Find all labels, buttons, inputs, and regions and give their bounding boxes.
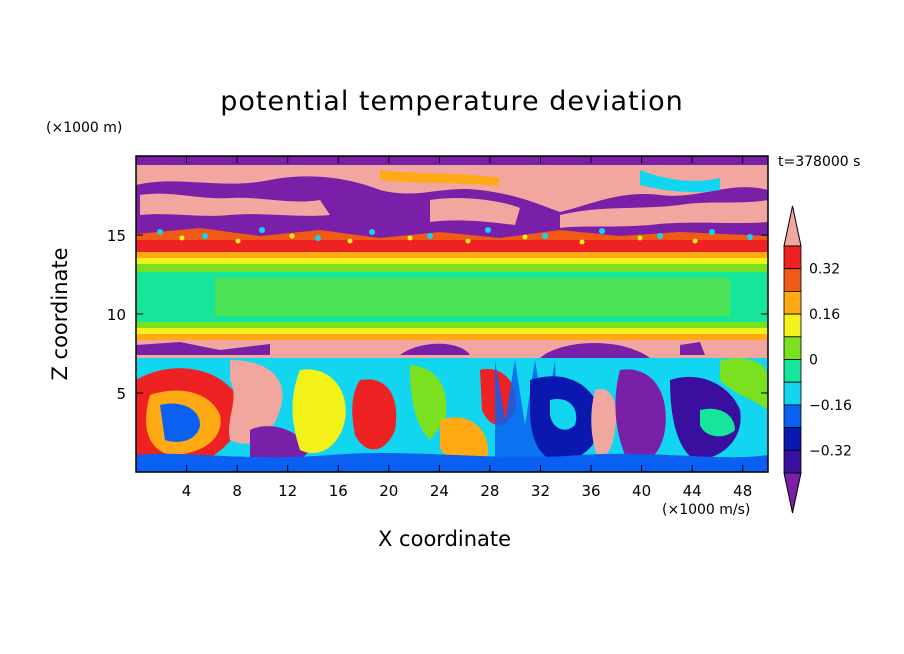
time-label: t=378000 s xyxy=(778,154,861,170)
x-tick-label: 4 xyxy=(182,482,192,500)
colorbar-segment xyxy=(783,449,802,474)
colorbar-segment xyxy=(783,268,802,292)
colorbar-segment xyxy=(783,290,802,315)
colorbar-segment xyxy=(783,404,802,428)
x-tick-label: 16 xyxy=(329,482,348,500)
x-tick-label: 20 xyxy=(379,482,398,500)
colorbar-segment xyxy=(783,245,802,270)
chart-title: potential temperature deviation xyxy=(220,86,684,117)
colorbar-segment xyxy=(783,336,802,360)
colorbar-max-arrow xyxy=(783,205,802,247)
x-tick-label: 28 xyxy=(480,482,499,500)
y-tick-label: 15 xyxy=(107,227,126,245)
y-tick-label: 10 xyxy=(107,306,126,324)
x-tick-label: 12 xyxy=(278,482,297,500)
x-axis-unit: (×1000 m/s) xyxy=(662,502,751,518)
y-axis-ticks: 5 10 15 xyxy=(107,227,768,403)
x-tick-label: 40 xyxy=(632,482,651,500)
colorbar-min-arrow xyxy=(783,472,802,514)
x-tick-label: 44 xyxy=(683,482,702,500)
x-axis-ticks: 4 8 12 16 20 24 28 32 36 40 44 48 xyxy=(182,156,752,500)
x-axis-label: X coordinate xyxy=(378,527,512,551)
x-tick-label: 8 xyxy=(232,482,242,500)
colorbar: 0.32 0.16 0 −0.16 −0.32 xyxy=(783,205,852,514)
colorbar-segment xyxy=(783,359,802,383)
colorbar-label: 0 xyxy=(809,353,818,369)
colorbar-label: −0.16 xyxy=(809,398,852,414)
x-tick-label: 32 xyxy=(531,482,550,500)
colorbar-label: 0.32 xyxy=(809,262,840,278)
y-tick-label: 5 xyxy=(116,385,126,403)
y-axis-unit: (×1000 m) xyxy=(46,120,123,136)
contour-field xyxy=(136,156,768,472)
x-tick-label: 36 xyxy=(581,482,600,500)
x-tick-label: 48 xyxy=(733,482,752,500)
colorbar-segment xyxy=(783,427,802,451)
colorbar-segment xyxy=(783,381,802,406)
colorbar-label: 0.16 xyxy=(809,307,840,323)
x-tick-label: 24 xyxy=(430,482,449,500)
colorbar-label: −0.32 xyxy=(809,443,852,459)
colorbar-segment xyxy=(783,313,802,338)
